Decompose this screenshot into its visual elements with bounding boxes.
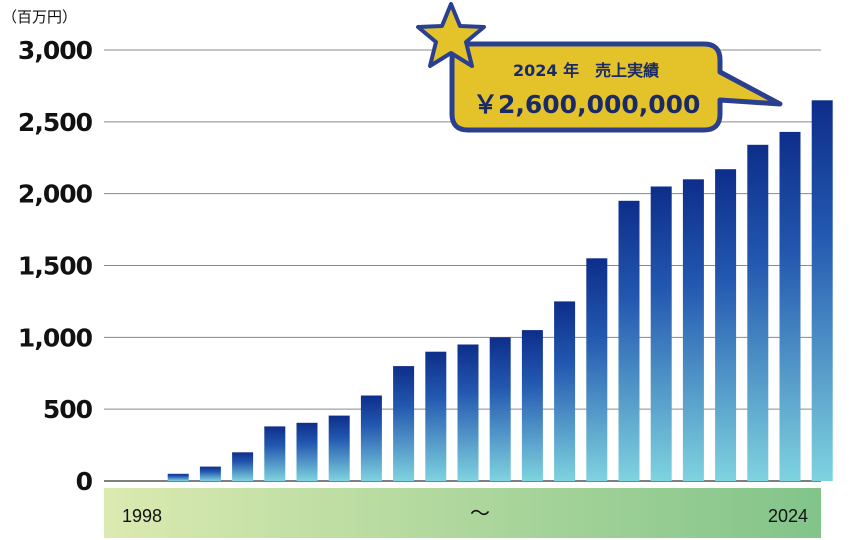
bar	[425, 351, 447, 481]
x-axis-band	[104, 488, 821, 538]
bar	[715, 169, 737, 481]
y-tick-label: 2,000	[18, 180, 93, 209]
bar	[779, 131, 801, 481]
bar	[682, 179, 704, 482]
bar	[393, 366, 415, 481]
bar	[554, 301, 576, 481]
x-range-mark: ～	[470, 501, 490, 525]
bar	[457, 344, 479, 481]
x-start-label: 1998	[122, 506, 162, 526]
bar	[232, 452, 254, 481]
y-tick-label: 500	[43, 395, 93, 424]
y-tick-label: 1,500	[18, 252, 93, 281]
callout-value: ￥2,600,000,000	[473, 90, 700, 119]
bar	[328, 415, 350, 481]
bar	[650, 186, 672, 481]
y-tick-labels: 0 500 1,000 1,500 2,000 2,500 3,000	[18, 36, 94, 496]
bar	[199, 466, 221, 481]
bar	[521, 330, 543, 481]
sales-callout: 2024 年 売上実績 ￥2,600,000,000	[416, 2, 783, 133]
bar	[811, 100, 833, 482]
bar	[618, 200, 640, 482]
y-tick-label: 1,000	[18, 323, 93, 352]
y-tick-label: 0	[76, 467, 93, 496]
bar	[586, 258, 608, 481]
star-icon	[416, 2, 486, 68]
bar	[264, 426, 286, 481]
bar	[296, 422, 318, 481]
x-end-label: 2024	[768, 506, 808, 526]
bar	[747, 144, 769, 482]
bar	[167, 473, 189, 481]
bar	[360, 395, 382, 481]
bars	[167, 100, 833, 482]
y-tick-label: 3,000	[18, 36, 93, 65]
bar	[489, 337, 511, 481]
callout-title: 2024 年 売上実績	[513, 61, 659, 80]
y-tick-label: 2,500	[18, 108, 93, 137]
y-unit-label: （百万円）	[2, 8, 77, 26]
